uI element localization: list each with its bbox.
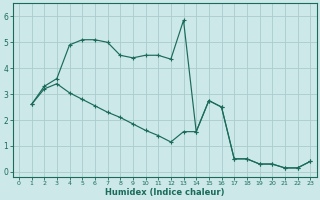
X-axis label: Humidex (Indice chaleur): Humidex (Indice chaleur): [105, 188, 224, 197]
